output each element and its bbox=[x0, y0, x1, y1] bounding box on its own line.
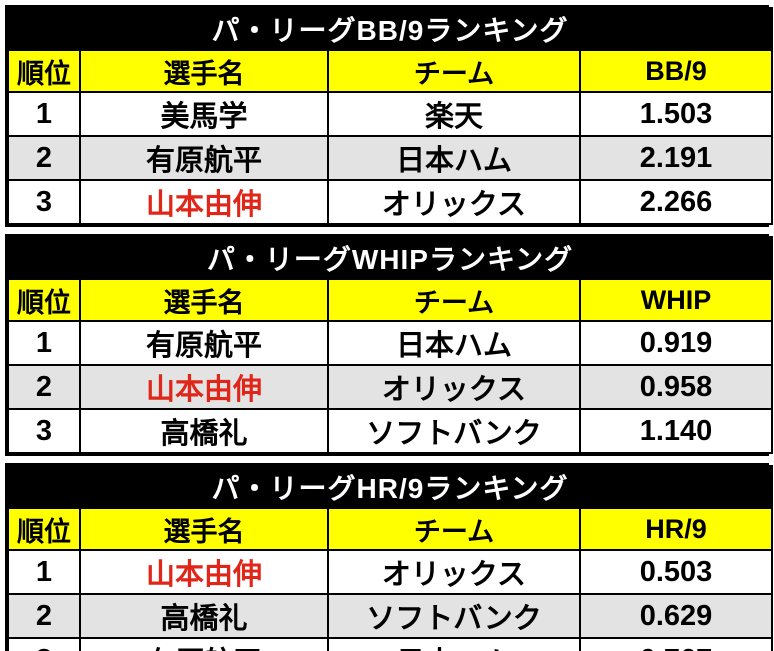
team-cell: 楽天 bbox=[327, 91, 581, 137]
table-row: 1 有原航平 日本ハム 0.919 bbox=[7, 320, 774, 366]
team-cell: オリックス bbox=[327, 179, 581, 225]
player-cell: 山本由伸 bbox=[79, 364, 329, 410]
whip-header-row: 順位 選手名 チーム WHIP bbox=[7, 278, 774, 322]
col-header-stat: WHIP bbox=[578, 278, 774, 322]
whip-ranking-table: パ・リーグWHIPランキング 順位 選手名 チーム WHIP 1 有原航平 日本… bbox=[5, 234, 774, 456]
bb9-title-bar: パ・リーグBB/9ランキング bbox=[6, 7, 774, 51]
team-cell: オリックス bbox=[327, 549, 581, 595]
player-cell: 有原航平 bbox=[79, 320, 329, 366]
hr9-header-row: 順位 選手名 チーム HR/9 bbox=[7, 507, 774, 551]
player-cell: 有原航平 bbox=[79, 637, 329, 651]
rank-cell: 2 bbox=[7, 135, 81, 181]
whip-title-bar: パ・リーグWHIPランキング bbox=[6, 236, 774, 280]
rank-cell: 2 bbox=[7, 593, 81, 639]
value-cell: 1.140 bbox=[578, 408, 774, 454]
rank-cell: 3 bbox=[7, 637, 81, 651]
table-row: 1 山本由伸 オリックス 0.503 bbox=[7, 549, 774, 595]
table-title: パ・リーグBB/9ランキング bbox=[6, 7, 774, 51]
col-header-team: チーム bbox=[327, 507, 581, 551]
col-header-stat: BB/9 bbox=[578, 49, 774, 93]
value-cell: 0.919 bbox=[578, 320, 774, 366]
table-row: 3 有原航平 日本ハム 0.767 bbox=[7, 637, 774, 651]
rank-cell: 2 bbox=[7, 364, 81, 410]
table-row: 2 有原航平 日本ハム 2.191 bbox=[7, 135, 774, 181]
col-header-rank: 順位 bbox=[7, 507, 81, 551]
table-title: パ・リーグWHIPランキング bbox=[6, 236, 774, 280]
hr9-title-bar: パ・リーグHR/9ランキング bbox=[6, 465, 774, 509]
value-cell: 0.767 bbox=[578, 637, 774, 651]
col-header-rank: 順位 bbox=[7, 49, 81, 93]
rank-cell: 1 bbox=[7, 320, 81, 366]
value-cell: 1.503 bbox=[578, 91, 774, 137]
team-cell: 日本ハム bbox=[327, 135, 581, 181]
rank-cell: 3 bbox=[7, 408, 81, 454]
rank-cell: 3 bbox=[7, 179, 81, 225]
team-cell: ソフトバンク bbox=[327, 593, 581, 639]
table-row: 2 山本由伸 オリックス 0.958 bbox=[7, 364, 774, 410]
player-cell: 有原航平 bbox=[79, 135, 329, 181]
team-cell: 日本ハム bbox=[327, 320, 581, 366]
value-cell: 2.191 bbox=[578, 135, 774, 181]
player-cell: 山本由伸 bbox=[79, 549, 329, 595]
hr9-ranking-table: パ・リーグHR/9ランキング 順位 選手名 チーム HR/9 1 山本由伸 オリ… bbox=[5, 463, 774, 651]
col-header-team: チーム bbox=[327, 49, 581, 93]
value-cell: 0.503 bbox=[578, 549, 774, 595]
team-cell: オリックス bbox=[327, 364, 581, 410]
col-header-team: チーム bbox=[327, 278, 581, 322]
team-cell: 日本ハム bbox=[327, 637, 581, 651]
table-row: 2 高橋礼 ソフトバンク 0.629 bbox=[7, 593, 774, 639]
table-row: 3 高橋礼 ソフトバンク 1.140 bbox=[7, 408, 774, 454]
player-cell: 美馬学 bbox=[79, 91, 329, 137]
col-header-player: 選手名 bbox=[79, 49, 329, 93]
table-title: パ・リーグHR/9ランキング bbox=[6, 465, 774, 509]
player-cell: 山本由伸 bbox=[79, 179, 329, 225]
value-cell: 0.629 bbox=[578, 593, 774, 639]
player-cell: 高橋礼 bbox=[79, 593, 329, 639]
rank-cell: 1 bbox=[7, 91, 81, 137]
rank-cell: 1 bbox=[7, 549, 81, 595]
col-header-stat: HR/9 bbox=[578, 507, 774, 551]
table-row: 1 美馬学 楽天 1.503 bbox=[7, 91, 774, 137]
bb9-header-row: 順位 選手名 チーム BB/9 bbox=[7, 49, 774, 93]
player-cell: 高橋礼 bbox=[79, 408, 329, 454]
team-cell: ソフトバンク bbox=[327, 408, 581, 454]
col-header-rank: 順位 bbox=[7, 278, 81, 322]
value-cell: 2.266 bbox=[578, 179, 774, 225]
col-header-player: 選手名 bbox=[79, 278, 329, 322]
table-row: 3 山本由伸 オリックス 2.266 bbox=[7, 179, 774, 225]
bb9-ranking-table: パ・リーグBB/9ランキング 順位 選手名 チーム BB/9 1 美馬学 楽天 … bbox=[5, 5, 774, 227]
col-header-player: 選手名 bbox=[79, 507, 329, 551]
value-cell: 0.958 bbox=[578, 364, 774, 410]
